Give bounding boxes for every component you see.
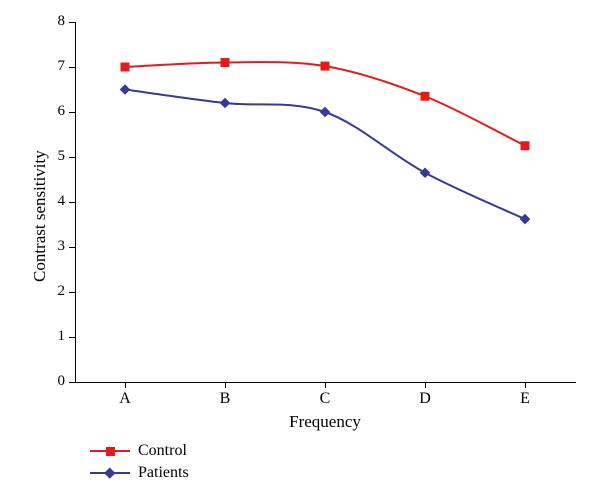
series-marker-control [421, 92, 430, 101]
series-marker-control [321, 62, 330, 71]
y-tick [69, 292, 75, 293]
y-tick [69, 157, 75, 158]
chart-container: Contrast sensitivity Frequency ControlPa… [0, 0, 600, 501]
x-tick-label: A [105, 390, 145, 408]
series-marker-patients [320, 107, 331, 118]
legend-label: Patients [138, 464, 189, 482]
y-tick [69, 22, 75, 23]
legend: Control Patients [90, 440, 189, 484]
x-tick [525, 382, 526, 388]
legend-item-control: Control [90, 440, 189, 462]
series-line-control [125, 62, 525, 146]
legend-line [90, 472, 130, 474]
x-tick-label: E [505, 390, 545, 408]
y-tick [69, 112, 75, 113]
y-tick-label: 4 [45, 193, 65, 210]
legend-line [90, 450, 130, 452]
series-marker-patients [220, 98, 231, 109]
y-tick-label: 3 [45, 238, 65, 255]
y-tick [69, 202, 75, 203]
y-tick [69, 337, 75, 338]
y-tick [69, 67, 75, 68]
y-tick-label: 1 [45, 328, 65, 345]
legend-item-patients: Patients [90, 462, 189, 484]
y-tick [69, 247, 75, 248]
x-tick-label: C [305, 390, 345, 408]
square-icon [106, 447, 115, 456]
x-tick [125, 382, 126, 388]
y-tick-label: 5 [45, 148, 65, 165]
x-tick-label: D [405, 390, 445, 408]
y-tick-label: 8 [45, 13, 65, 30]
x-tick [325, 382, 326, 388]
y-tick [69, 382, 75, 383]
x-tick [225, 382, 226, 388]
series-marker-patients [520, 214, 531, 225]
y-tick-label: 6 [45, 103, 65, 120]
diamond-icon [105, 468, 116, 479]
x-tick [425, 382, 426, 388]
y-tick-label: 0 [45, 373, 65, 390]
y-tick-label: 2 [45, 283, 65, 300]
series-marker-patients [420, 167, 431, 178]
x-axis-label: Frequency [265, 412, 385, 432]
x-tick-label: B [205, 390, 245, 408]
series-marker-patients [120, 84, 131, 95]
series-marker-control [121, 63, 130, 72]
legend-label: Control [138, 442, 187, 460]
y-tick-label: 7 [45, 58, 65, 75]
series-marker-control [221, 58, 230, 67]
series-marker-control [521, 141, 530, 150]
